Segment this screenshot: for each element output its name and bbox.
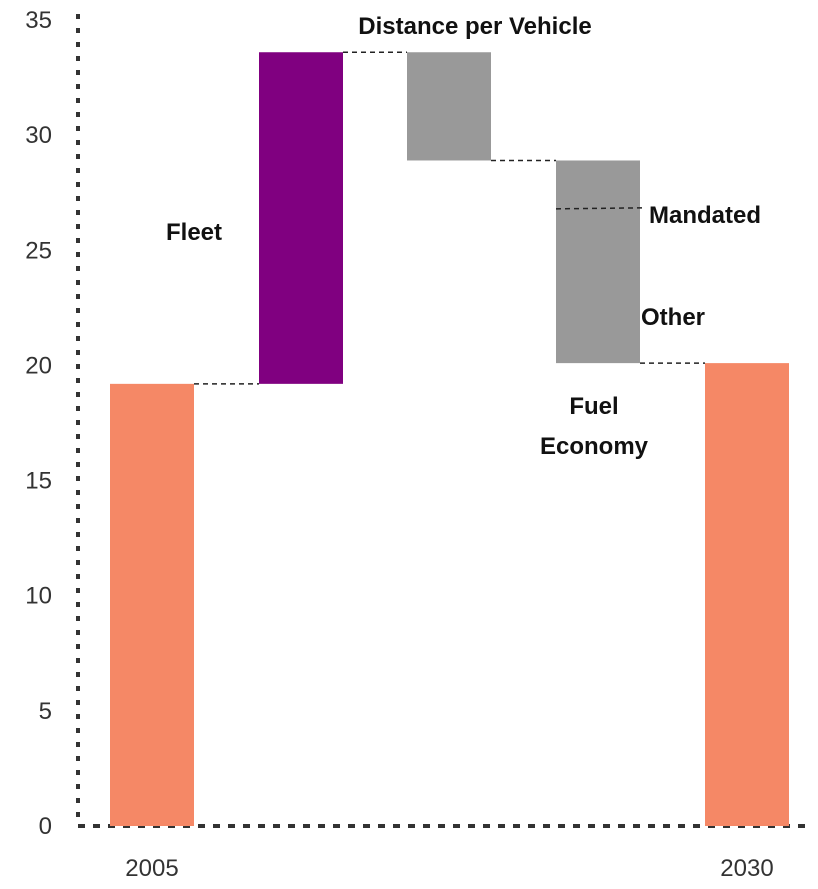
bar-total — [705, 363, 789, 826]
x-category-label: 2030 — [720, 855, 773, 882]
y-tick-label: 35 — [25, 7, 52, 34]
bars — [110, 52, 789, 826]
bar-total — [110, 384, 194, 826]
annotation-fuel: Fuel — [569, 393, 618, 420]
y-tick-label: 25 — [25, 237, 52, 264]
y-tick-label: 20 — [25, 352, 52, 379]
x-category-label: 2005 — [125, 855, 178, 882]
bar-decrease — [407, 52, 491, 160]
y-tick-label: 10 — [25, 583, 52, 610]
annotation-distance-per-vehicle: Distance per Vehicle — [358, 13, 591, 40]
annotation-fleet: Fleet — [166, 219, 222, 246]
y-tick-label: 30 — [25, 122, 52, 149]
annotation-other: Other — [641, 304, 705, 331]
y-tick-label: 15 — [25, 468, 52, 495]
bar-decrease — [556, 160, 640, 363]
bar-increase — [259, 52, 343, 384]
y-tick-label: 0 — [39, 813, 52, 840]
annotation-economy: Economy — [540, 433, 649, 460]
x-category-labels: 2005 2030 — [125, 855, 773, 882]
y-tick-labels: 0 5 10 15 20 25 30 35 — [25, 7, 52, 840]
annotation-mandated: Mandated — [649, 202, 761, 229]
y-tick-label: 5 — [39, 698, 52, 725]
